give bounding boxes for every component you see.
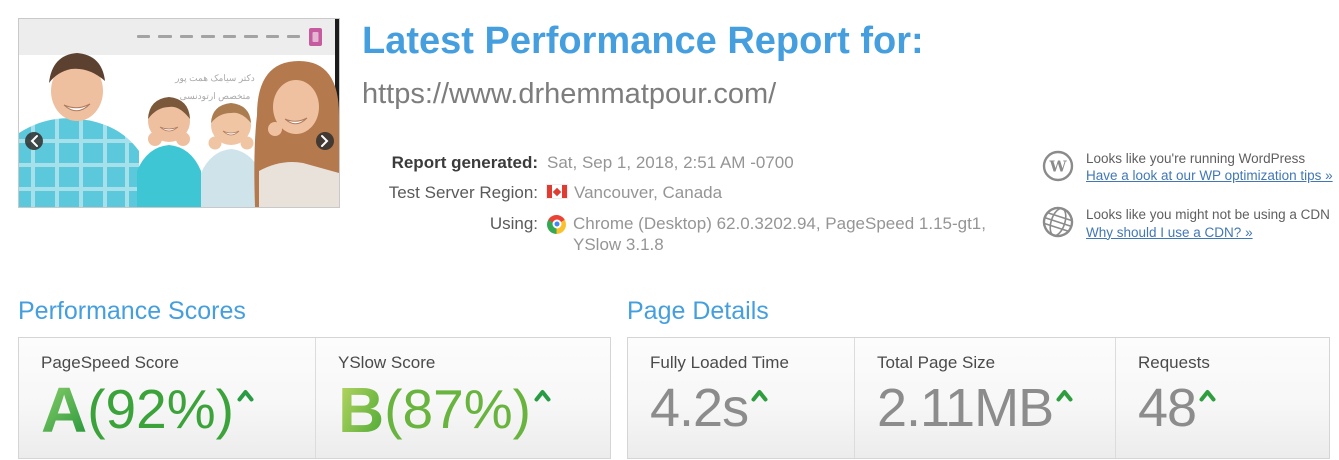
cdn-info-link[interactable]: Why should I use a CDN? » xyxy=(1086,224,1253,240)
up-caret-icon xyxy=(534,390,551,402)
fully-loaded-time-value: 4.2s xyxy=(650,378,749,438)
performance-scores-title: Performance Scores xyxy=(18,297,246,325)
report-meta: Report generated: Sat, Sep 1, 2018, 2:51… xyxy=(382,152,1012,264)
total-page-size-value-row: 2.11MB xyxy=(877,380,1115,437)
up-caret-icon xyxy=(1056,390,1073,402)
meta-row-using: Using: Chrome (Desktop) 62.0.3202.94, Pa… xyxy=(382,213,1012,256)
requests-card: Requests 48 xyxy=(1116,338,1329,458)
pagespeed-grade: A xyxy=(41,374,88,446)
site-scrollbar xyxy=(335,19,339,147)
meta-row-region: Test Server Region: Vancouver, Canada xyxy=(382,182,1012,203)
region-text: Vancouver, Canada xyxy=(574,183,723,203)
browser-text: Chrome (Desktop) 62.0.3202.94, PageSpeed… xyxy=(573,213,986,254)
pagespeed-score-card: PageSpeed Score A (92%) xyxy=(19,338,316,458)
site-heading-line2: متخصص ارتودنسی xyxy=(180,91,251,102)
site-thumbnail-image: دکتر سیامک همت پور متخصص ارتودنسی xyxy=(19,19,339,207)
site-header-bar xyxy=(19,19,339,55)
performance-scores-section: Performance Scores PageSpeed Score A (92… xyxy=(18,297,611,459)
globe-icon xyxy=(1042,207,1074,238)
yslow-percent: (87%) xyxy=(384,378,531,440)
requests-value: 48 xyxy=(1138,378,1197,438)
yslow-score-label: YSlow Score xyxy=(338,353,436,372)
total-page-size-card: Total Page Size 2.11MB xyxy=(855,338,1116,458)
page-details-section: Page Details Fully Loaded Time 4.2s Tota… xyxy=(627,297,1330,459)
cdn-notice-text: Looks like you might not be using a CDN xyxy=(1086,207,1330,223)
yslow-score-value-row: B (87%) xyxy=(338,374,610,446)
up-caret-icon xyxy=(751,390,768,402)
wordpress-icon: W xyxy=(1042,150,1074,182)
pagespeed-score-label: PageSpeed Score xyxy=(41,353,179,372)
meta-row-generated: Report generated: Sat, Sep 1, 2018, 2:51… xyxy=(382,152,1012,173)
carousel-arrow-right xyxy=(316,132,334,150)
pagespeed-percent: (92%) xyxy=(87,378,234,440)
report-url: https://www.drhemmatpour.com/ xyxy=(362,77,777,110)
requests-label: Requests xyxy=(1138,353,1210,372)
cdn-notice-body: Looks like you might not be using a CDN … xyxy=(1086,206,1330,241)
pagespeed-score-value-row: A (92%) xyxy=(41,374,315,446)
requests-value-row: 48 xyxy=(1138,380,1329,437)
site-nav-items xyxy=(137,35,300,38)
page-title: Latest Performance Report for: xyxy=(362,20,924,62)
report-generated-value: Sat, Sep 1, 2018, 2:51 AM -0700 xyxy=(547,153,794,172)
page-details-title: Page Details xyxy=(627,297,769,325)
total-page-size-label: Total Page Size xyxy=(877,353,996,372)
site-logo xyxy=(309,28,322,46)
wordpress-notice-text: Looks like you're running WordPress xyxy=(1086,151,1306,166)
yslow-score-card: YSlow Score B (87%) xyxy=(316,338,610,458)
family-photo xyxy=(19,53,339,207)
report-generated-label: Report generated: xyxy=(391,153,538,172)
yslow-grade: B xyxy=(338,374,385,446)
notices-panel: W Looks like you're running WordPress Ha… xyxy=(1042,150,1338,263)
wordpress-notice: W Looks like you're running WordPress Ha… xyxy=(1042,150,1338,185)
fully-loaded-time-label: Fully Loaded Time xyxy=(650,353,789,372)
performance-scores-box: PageSpeed Score A (92%) YSlow Score B (8… xyxy=(18,337,611,459)
chrome-icon-center xyxy=(552,219,561,229)
cdn-notice: Looks like you might not be using a CDN … xyxy=(1042,206,1338,241)
wordpress-notice-body: Looks like you're running WordPress Have… xyxy=(1086,150,1333,185)
site-thumbnail[interactable]: دکتر سیامک همت پور متخصص ارتودنسی xyxy=(18,18,340,208)
up-caret-icon xyxy=(237,390,254,402)
test-server-region-label: Test Server Region: xyxy=(388,183,538,203)
canada-flag-icon xyxy=(547,185,567,199)
wp-optimization-tips-link[interactable]: Have a look at our WP optimization tips … xyxy=(1086,168,1333,184)
carousel-arrow-left xyxy=(25,132,43,150)
total-page-size-value: 2.11MB xyxy=(877,378,1054,438)
site-heading-line1: دکتر سیامک همت پور xyxy=(174,73,255,84)
up-caret-icon xyxy=(1199,390,1216,402)
using-label: Using: xyxy=(489,213,538,233)
report-headline: Latest Performance Report for: https://w… xyxy=(362,20,924,111)
fully-loaded-time-card: Fully Loaded Time 4.2s xyxy=(628,338,855,458)
wordpress-w-glyph: W xyxy=(1048,158,1067,176)
using-value: Chrome (Desktop) 62.0.3202.94, PageSpeed… xyxy=(547,213,1012,256)
fully-loaded-time-value-row: 4.2s xyxy=(650,380,854,437)
test-server-region-value: Vancouver, Canada xyxy=(547,182,722,203)
chrome-icon xyxy=(547,214,566,234)
page-details-box: Fully Loaded Time 4.2s Total Page Size 2… xyxy=(627,337,1330,459)
